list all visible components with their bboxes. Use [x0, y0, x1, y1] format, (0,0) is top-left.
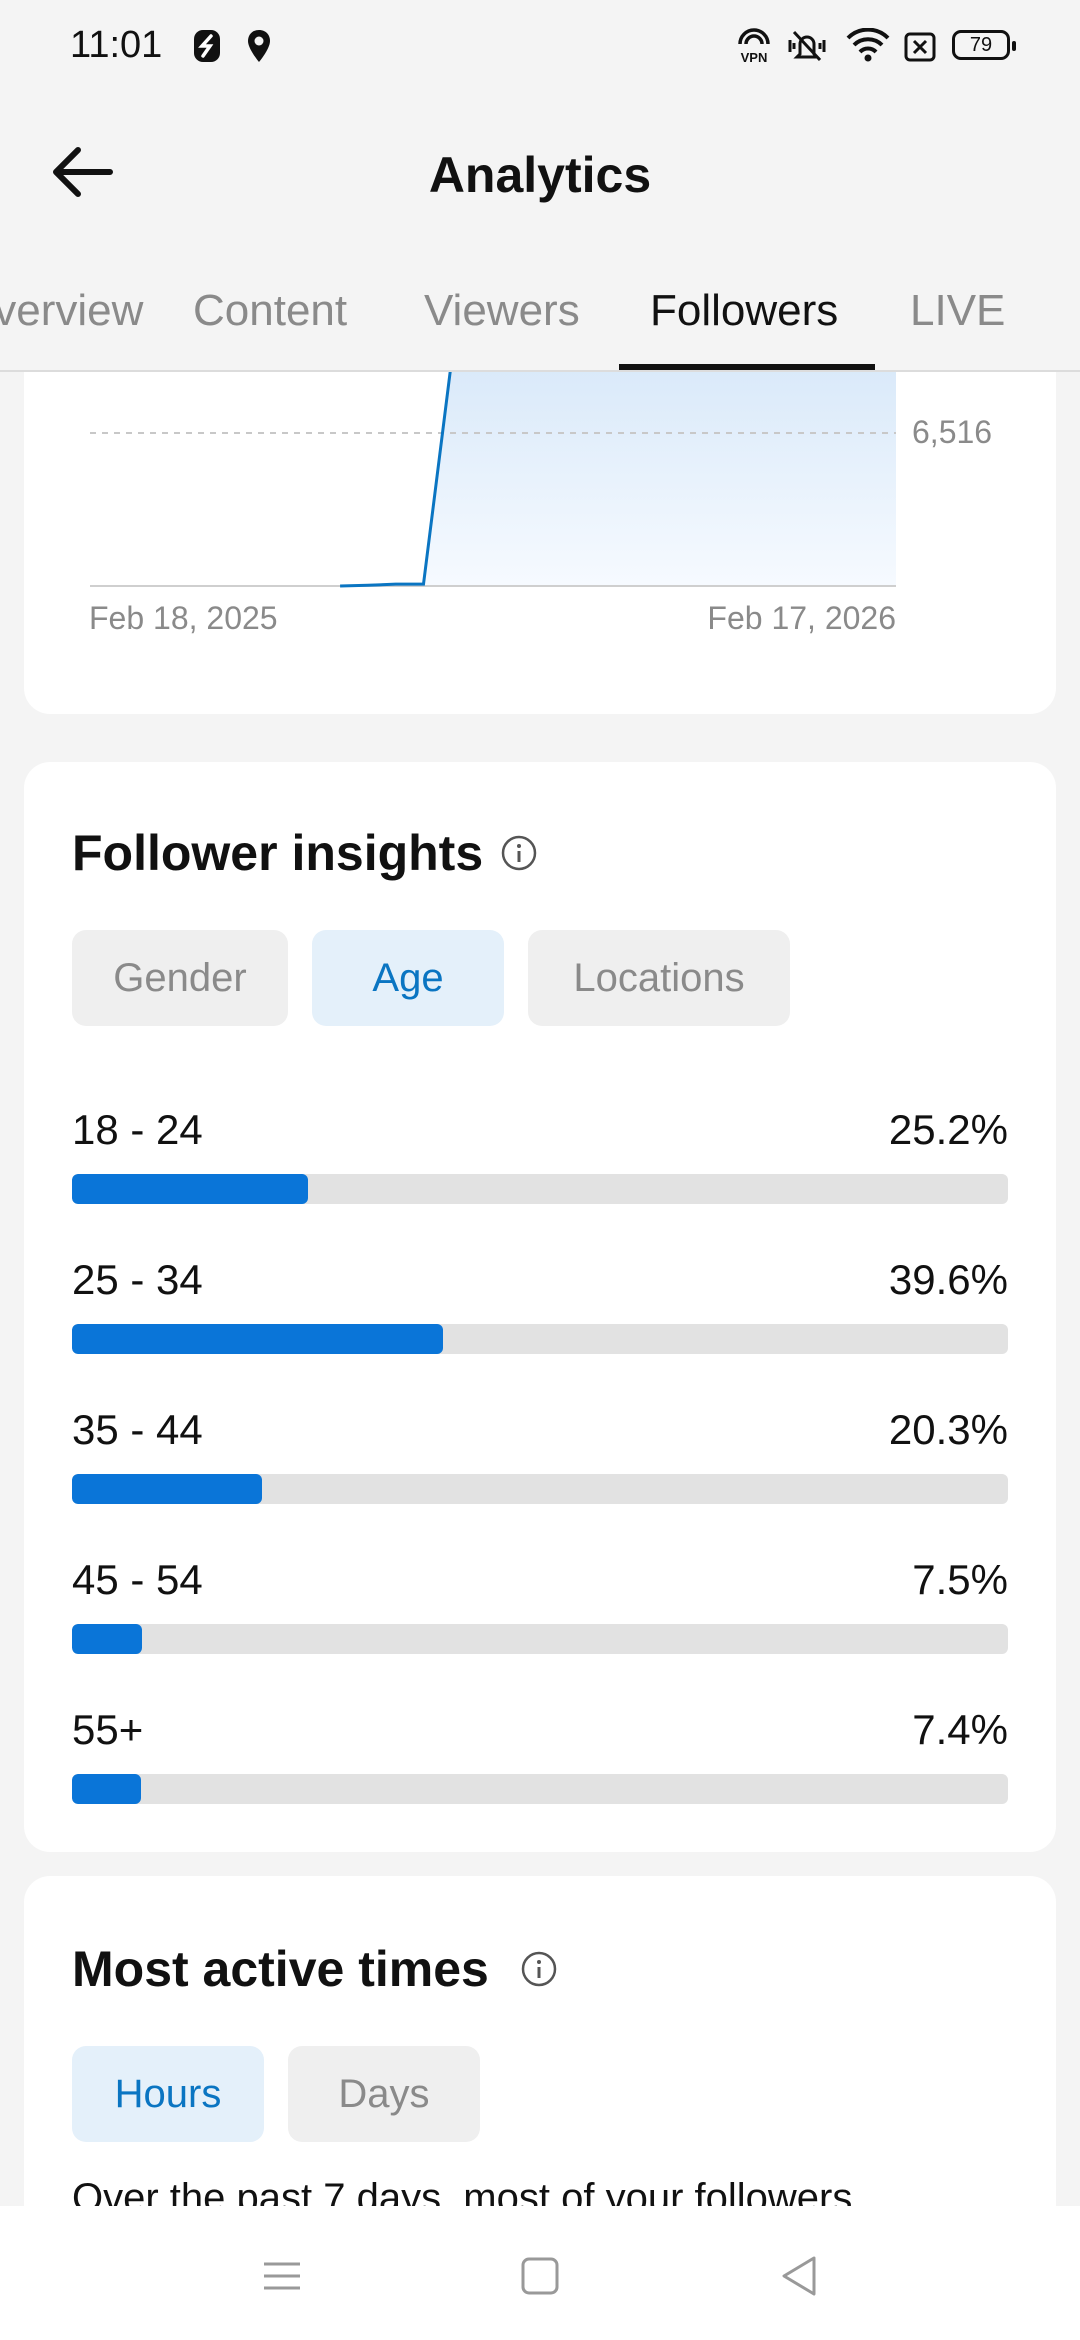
info-icon[interactable]: [500, 834, 538, 872]
age-row: 35 - 44 20.3%: [72, 1406, 1008, 1516]
page-title: Analytics: [428, 147, 652, 203]
y-tick-label: 6,516: [912, 414, 993, 450]
age-percent: 25.2%: [888, 1106, 1008, 1153]
location-icon: [246, 28, 272, 69]
battery-icon: 79: [952, 30, 1016, 60]
back-button[interactable]: [48, 136, 120, 208]
followers-chart: [90, 362, 896, 588]
chip-age[interactable]: Age: [312, 930, 504, 1026]
age-row: 45 - 54 7.5%: [72, 1556, 1008, 1666]
back-triangle-icon[interactable]: [770, 2246, 830, 2306]
chip-gender[interactable]: Gender: [72, 930, 288, 1026]
chip-locations[interactable]: Locations: [528, 930, 790, 1026]
header: Analytics: [0, 96, 1080, 256]
age-row: 18 - 24 25.2%: [72, 1106, 1008, 1216]
follower-insights-card: Follower insights Gender Age Locations 1…: [24, 762, 1056, 1852]
age-bar-fill: [72, 1324, 443, 1354]
age-bar-track: [72, 1774, 1008, 1804]
age-percent: 39.6%: [888, 1256, 1008, 1303]
age-row: 55+ 7.4%: [72, 1706, 1008, 1816]
age-bar-track: [72, 1174, 1008, 1204]
vpn-icon: VPN: [734, 26, 774, 71]
chip-days[interactable]: Days: [288, 2046, 480, 2142]
shazam-icon: [192, 28, 222, 69]
age-percent: 20.3%: [888, 1406, 1008, 1453]
age-bar-track: [72, 1324, 1008, 1354]
status-bar: 11:01 VPN 79: [0, 0, 1080, 96]
age-row: 25 - 34 39.6%: [72, 1256, 1008, 1366]
age-range-label: 35 - 44: [72, 1406, 203, 1453]
tab-followers[interactable]: Followers: [650, 286, 839, 335]
x-end-label: Feb 17, 2026: [707, 600, 896, 636]
most-active-title: Most active times: [72, 1941, 489, 1997]
age-percent: 7.4%: [912, 1706, 1008, 1753]
age-range-label: 25 - 34: [72, 1256, 203, 1303]
age-bar-fill: [72, 1174, 308, 1204]
follower-insights-title: Follower insights: [72, 825, 484, 881]
age-percent: 7.5%: [912, 1556, 1008, 1603]
tab-bar: Overview Content Viewers Followers LIVE: [0, 256, 1080, 372]
menu-icon[interactable]: [252, 2246, 312, 2306]
age-bar-fill: [72, 1624, 143, 1654]
age-range-label: 18 - 24: [72, 1106, 203, 1153]
vibrate-icon: [784, 26, 830, 71]
followers-area: [90, 362, 896, 586]
chip-hours[interactable]: Hours: [72, 2046, 264, 2142]
info-icon[interactable]: [520, 1950, 558, 1988]
followers-line: [340, 362, 453, 588]
tab-overview[interactable]: Overview: [0, 286, 144, 335]
tab-live[interactable]: LIVE: [910, 286, 1006, 335]
close-box-icon: [904, 32, 936, 67]
tab-content[interactable]: Content: [193, 286, 348, 335]
age-bar-track: [72, 1474, 1008, 1504]
age-bar-track: [72, 1624, 1008, 1654]
home-square-icon[interactable]: [510, 2246, 570, 2306]
x-start-label: Feb 18, 2025: [89, 600, 278, 636]
age-range-label: 45 - 54: [72, 1556, 203, 1603]
arrow-left-icon: [53, 147, 113, 197]
active-tab-indicator: [619, 364, 875, 370]
age-range-label: 55+: [72, 1706, 144, 1753]
tab-viewers[interactable]: Viewers: [424, 286, 580, 335]
svg-text:VPN: VPN: [741, 50, 768, 65]
age-bar-fill: [72, 1774, 142, 1804]
system-nav-bar: [0, 2206, 1080, 2340]
status-time: 11:01: [70, 24, 163, 66]
wifi-icon: [846, 27, 890, 67]
age-bar-fill: [72, 1474, 262, 1504]
